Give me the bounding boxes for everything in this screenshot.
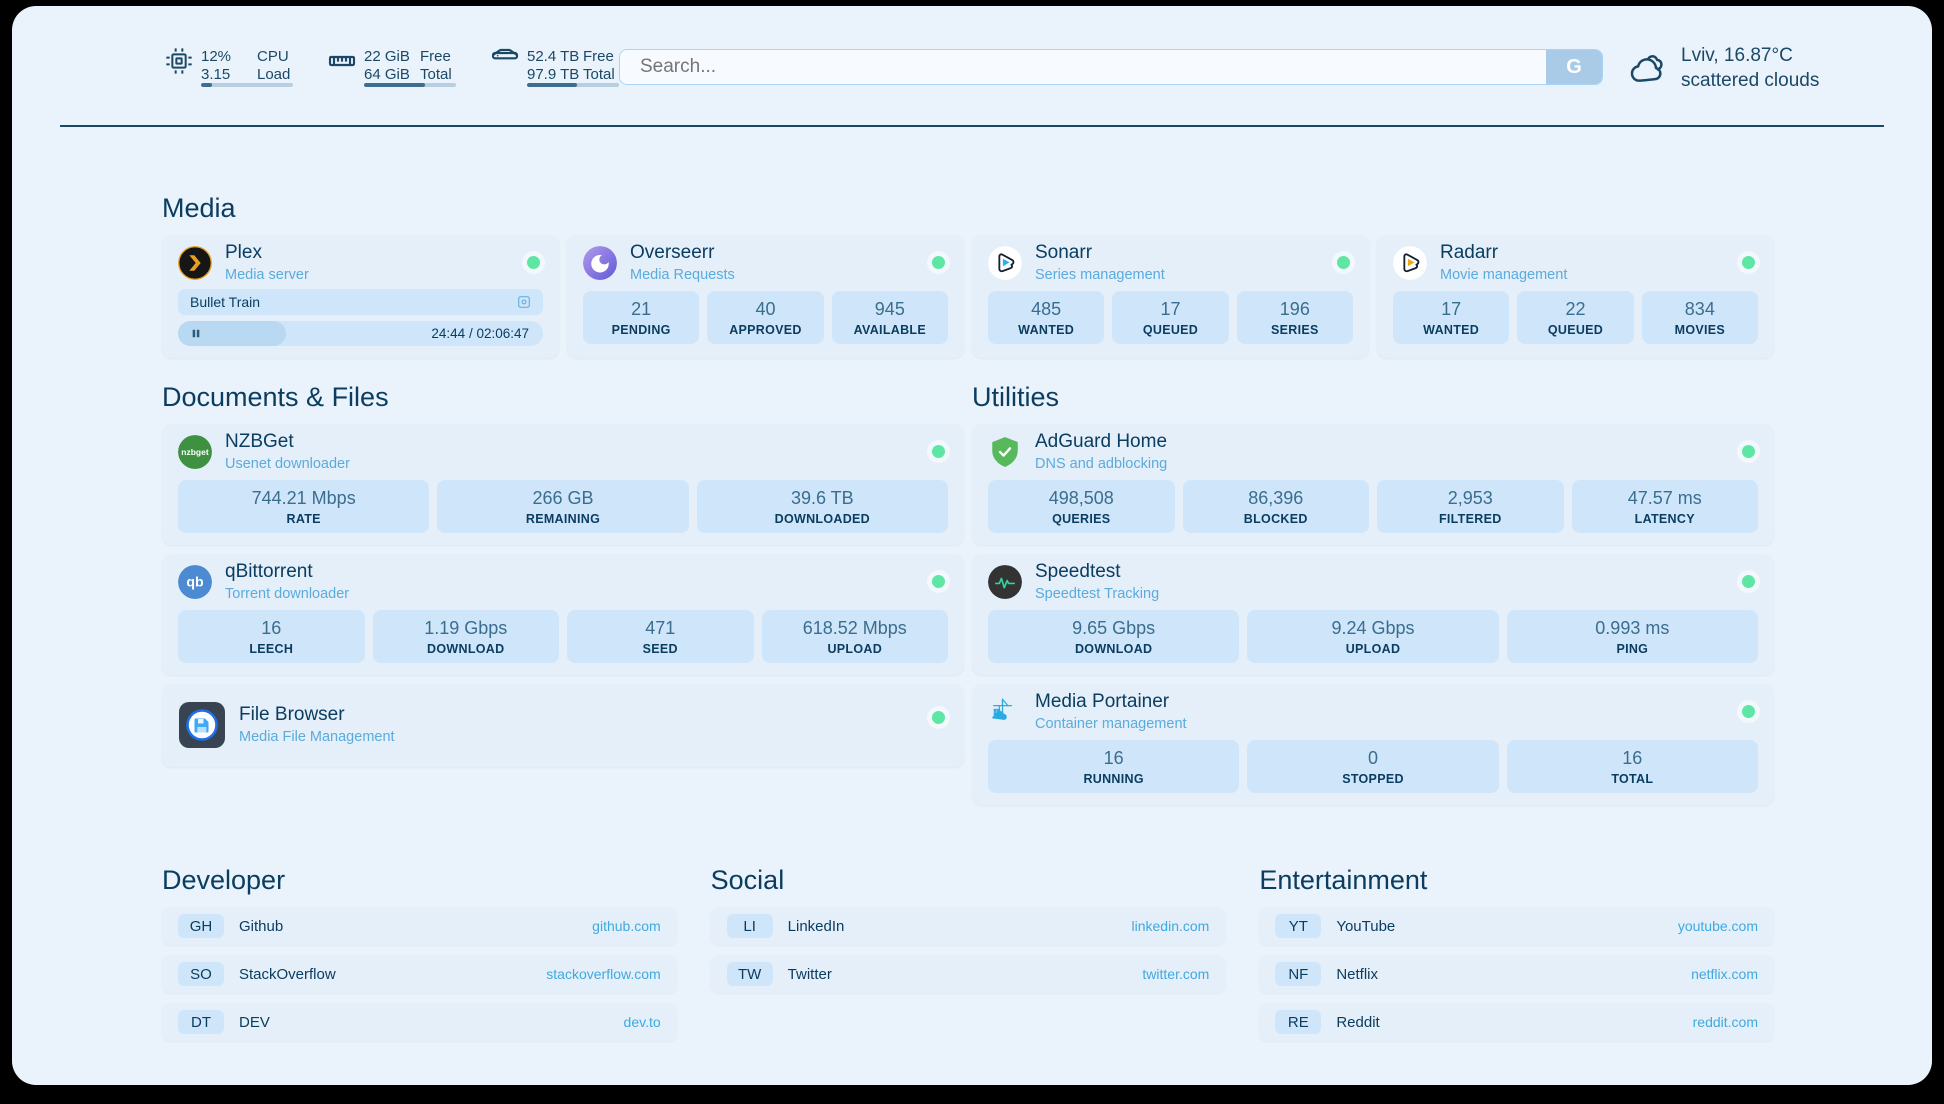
svg-text:qb: qb bbox=[186, 574, 204, 590]
svg-text:nzbget: nzbget bbox=[181, 447, 209, 457]
